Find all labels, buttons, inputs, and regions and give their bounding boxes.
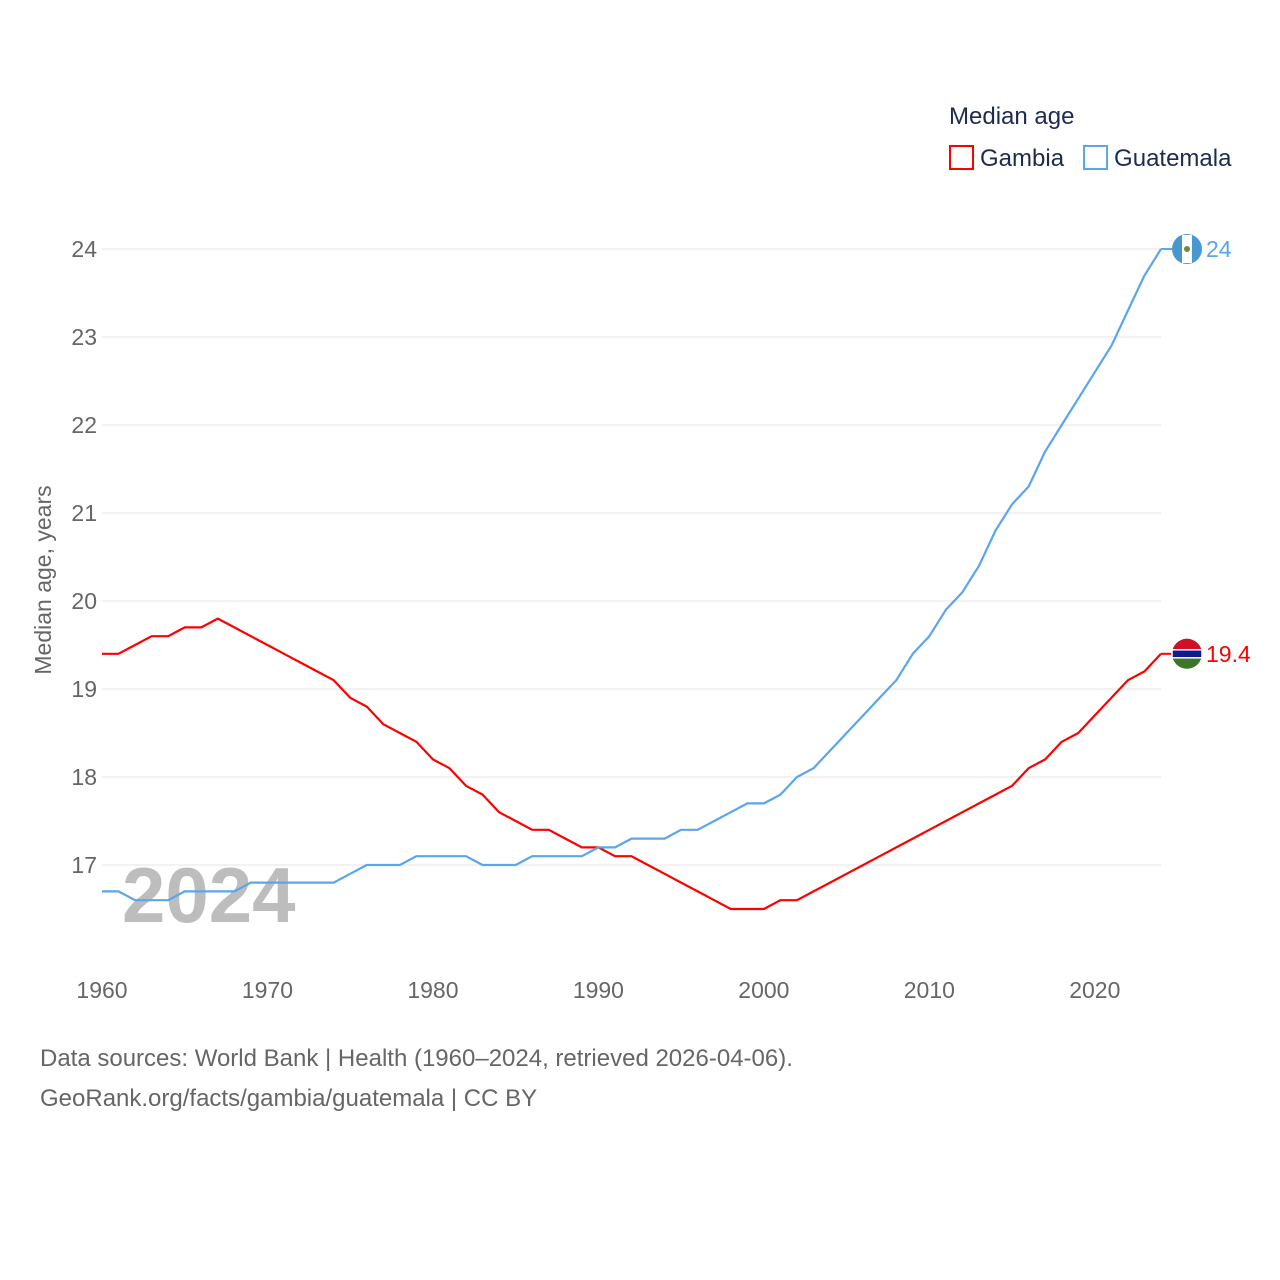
y-tick-label: 18: [71, 764, 97, 790]
end-value-label: 19.4: [1206, 641, 1251, 667]
y-tick-label: 19: [71, 676, 97, 702]
x-tick-label: 2000: [738, 977, 789, 1003]
legend-label-guatemala[interactable]: Guatemala: [1114, 145, 1232, 172]
legend-label-gambia[interactable]: Gambia: [980, 145, 1065, 172]
y-tick-label: 22: [71, 412, 97, 438]
y-tick-label: 24: [71, 236, 97, 262]
series-line-gambia: [102, 617, 1162, 911]
y-tick-label: 21: [71, 500, 97, 526]
legend-swatch-guatemala: [1083, 145, 1109, 170]
series-line-guatemala: [102, 248, 1162, 902]
footer-attribution[interactable]: GeoRank.org/facts/gambia/guatemala | CC …: [40, 1085, 538, 1112]
x-tick-label: 1990: [573, 977, 624, 1003]
y-tick-label: 23: [71, 324, 97, 350]
year-watermark: 2024: [122, 851, 296, 939]
x-tick-label: 2020: [1069, 977, 1120, 1003]
footer-sources: Data sources: World Bank | Health (1960–…: [40, 1045, 793, 1072]
flag-blue-band: [1171, 649, 1203, 659]
flag-emblem: [1184, 246, 1190, 252]
y-tick-label: 20: [71, 588, 97, 614]
x-tick-label: 2010: [904, 977, 955, 1003]
x-tick-label: 1970: [242, 977, 293, 1003]
y-axis-label: Median age, years: [30, 485, 56, 674]
x-tick-label: 1960: [76, 977, 127, 1003]
end-value-label: 24: [1206, 236, 1232, 262]
legend-title: Median age: [949, 103, 1074, 130]
legend-swatch-gambia: [949, 145, 974, 170]
y-tick-label: 17: [71, 852, 97, 878]
x-tick-label: 1980: [407, 977, 458, 1003]
